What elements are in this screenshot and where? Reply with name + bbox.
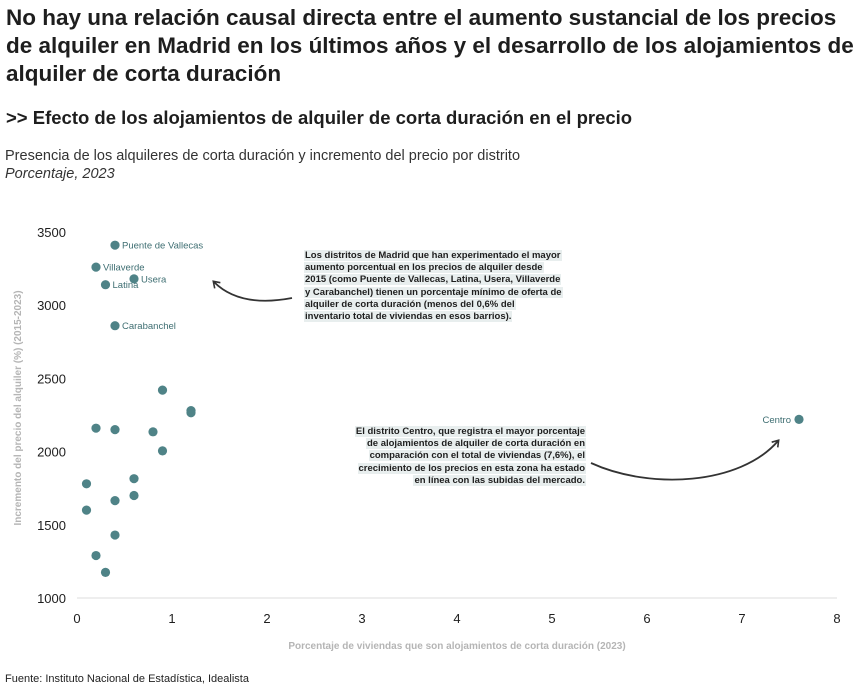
- data-point: [110, 425, 120, 435]
- data-point: [91, 550, 101, 561]
- source-note: Fuente: Instituto Nacional de Estadístic…: [5, 673, 249, 685]
- data-point-label: Latina: [113, 280, 140, 291]
- chart-subtitle: >> Efecto de los alojamientos de alquile…: [6, 107, 633, 128]
- data-point: [100, 567, 111, 577]
- x-tick-label: 4: [453, 611, 460, 626]
- data-point: [129, 490, 139, 501]
- data-point: [110, 530, 120, 540]
- chart-title: No hay una relación causal directa entre…: [6, 5, 854, 86]
- annotation-arrow-right: [590, 439, 780, 481]
- data-point: [157, 446, 168, 456]
- data-point: [129, 474, 139, 484]
- y-tick-label: 2500: [37, 371, 66, 386]
- x-tick-label: 1: [168, 611, 175, 626]
- chart-unit: Porcentaje, 2023: [5, 166, 115, 182]
- data-point: [157, 385, 168, 395]
- data-point-label: Puente de Vallecas: [122, 241, 203, 252]
- y-tick-label: 3000: [37, 298, 66, 313]
- data-point: [186, 408, 196, 418]
- y-tick-label: 1500: [37, 518, 66, 533]
- y-axis-title: Incremento del precio del alquiler (%) (…: [13, 290, 24, 525]
- x-tick-label: 5: [548, 611, 555, 626]
- data-point: [81, 479, 92, 489]
- x-tick-label: 8: [833, 611, 840, 626]
- data-point: [110, 321, 120, 331]
- data-point-label: Usera: [141, 274, 167, 285]
- x-tick-label: 2: [263, 611, 270, 626]
- data-point: [148, 427, 158, 437]
- data-point-label: Carabanchel: [122, 321, 176, 332]
- data-point: [81, 505, 92, 515]
- x-axis-title: Porcentaje de viviendas que son alojamie…: [288, 641, 625, 652]
- annotation-left: Los distritos de Madrid que han experime…: [304, 250, 563, 323]
- x-tick-label: 0: [73, 611, 80, 626]
- data-point: [91, 262, 101, 272]
- data-point-label: Villaverde: [103, 263, 145, 274]
- data-point: [110, 240, 120, 250]
- annotation-right: El distrito Centro, que registra el mayo…: [350, 426, 586, 487]
- x-tick-label: 3: [358, 611, 365, 626]
- data-point: [794, 414, 804, 424]
- annotation-arrow-left: [212, 280, 293, 302]
- y-tick-label: 1000: [37, 591, 66, 606]
- chart-axes: 0 1 2 3 4 5 6 7 8 1000 1500 2000 2500 3000 3500 Porcent…: [13, 225, 841, 652]
- data-point: [110, 496, 120, 506]
- x-tick-label: 6: [643, 611, 650, 626]
- annotation-left-text: Los distritos de Madrid que han experime…: [304, 250, 563, 323]
- data-point: [100, 280, 111, 290]
- y-tick-label: 3500: [37, 225, 66, 240]
- data-point: [91, 423, 101, 433]
- annotation-right-text: El distrito Centro, que registra el mayo…: [354, 426, 586, 486]
- chart-description: Presencia de los alquileres de corta dur…: [5, 148, 521, 164]
- y-tick-label: 2000: [37, 445, 66, 460]
- x-tick-label: 7: [738, 611, 745, 626]
- data-point: [129, 274, 139, 284]
- data-point-label: Centro: [762, 415, 791, 426]
